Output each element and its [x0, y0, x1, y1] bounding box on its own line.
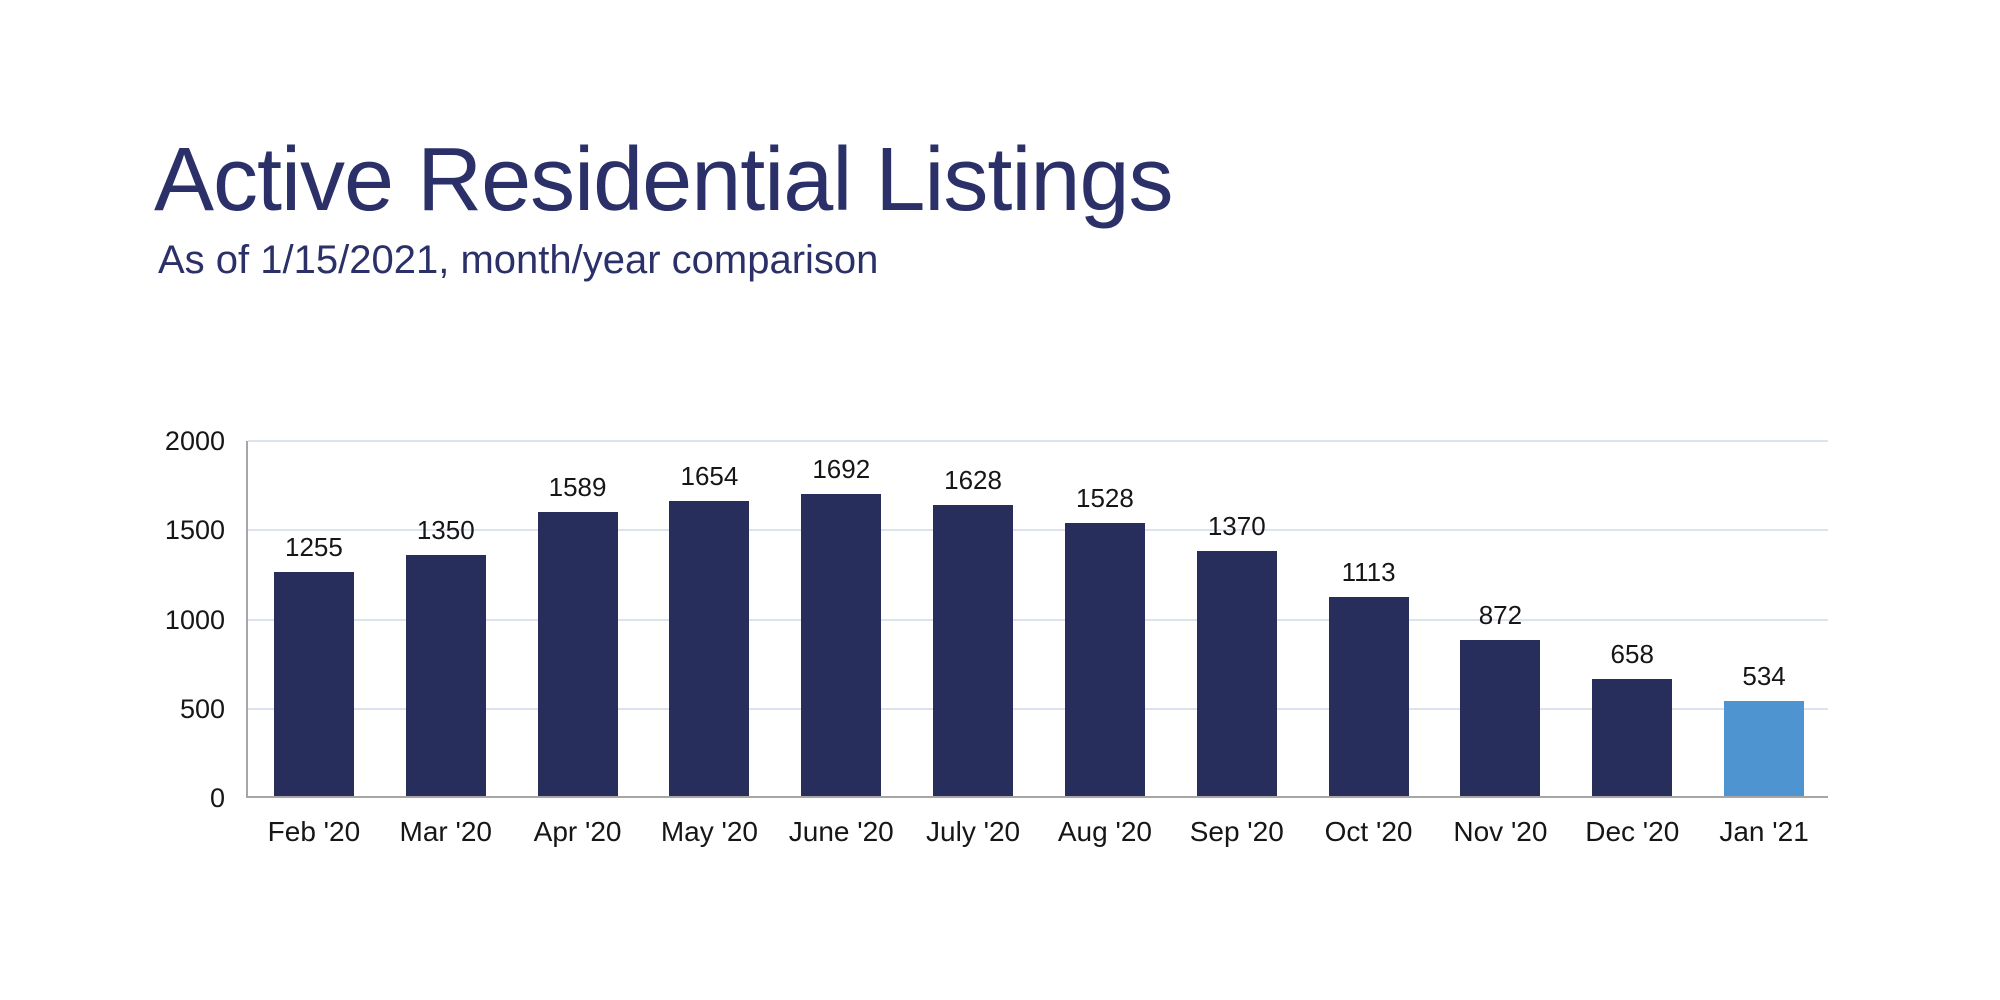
y-tick-label: 1000 [164, 604, 225, 635]
plot-area: 1255 Feb '20 1350 Mar '20 1589 Apr '20 1654 May… [246, 440, 1830, 846]
y-tick-label: 2000 [164, 426, 225, 456]
bar-slot: 1628 July '20 [907, 441, 1039, 845]
x-tick-label: Sep '20 [1189, 816, 1284, 847]
bar [801, 493, 882, 796]
gridline [248, 440, 1828, 442]
bar-slot: 1589 Apr '20 [512, 441, 644, 845]
page-subtitle: As of 1/15/2021, month/year comparison [158, 238, 879, 282]
x-tick-label: Nov '20 [1453, 816, 1548, 847]
bar-value-label: 658 [1610, 638, 1654, 669]
gridline [248, 707, 1828, 710]
bar [669, 500, 750, 796]
y-tick-label: 0 [209, 783, 225, 813]
bar-slot: 1255 Feb '20 [248, 441, 380, 846]
bar-slot: 1654 May '20 [644, 441, 776, 846]
bar [1196, 551, 1277, 796]
x-tick-label: Dec '20 [1585, 816, 1680, 847]
bar-slot: 1370 Sep '20 [1171, 441, 1303, 845]
bar-value-label: 1113 [1341, 557, 1396, 588]
bar-value-label: 872 [1478, 600, 1523, 631]
bar-value-label: 1350 [416, 515, 475, 546]
bar-slot: 1528 Aug '20 [1039, 441, 1171, 845]
bar-slot: 1113 Oct '20 [1303, 441, 1435, 845]
bar-value-label: 1692 [812, 453, 871, 484]
page-title: Active Residential Listings [154, 130, 1174, 230]
bar-value-label: 1528 [1075, 483, 1134, 514]
bar [1328, 597, 1409, 796]
bar-value-label: 1589 [548, 472, 607, 503]
bar [1592, 678, 1673, 796]
gridline [248, 529, 1828, 532]
x-tick-label: Oct '20 [1324, 816, 1413, 847]
bar [1460, 640, 1541, 796]
bar-value-label: 1654 [680, 460, 739, 491]
bar-value-label: 1628 [944, 465, 1002, 496]
gridline [248, 618, 1828, 621]
x-tick-label: Feb '20 [267, 816, 361, 847]
y-tick-label: 1500 [164, 515, 225, 546]
x-tick-label: Jan '21 [1719, 816, 1809, 847]
x-tick-label: Apr '20 [533, 816, 622, 847]
x-tick-label: Aug '20 [1057, 816, 1152, 847]
bar [273, 571, 354, 796]
bar [933, 505, 1014, 796]
bar-value-label: 1255 [284, 531, 343, 562]
bar-slot: 1350 Mar '20 [380, 441, 512, 845]
bar-slot: 534 Jan '21 [1698, 441, 1830, 846]
x-tick-label: June '20 [788, 816, 894, 847]
bar-slot: 1692 June '20 [775, 441, 907, 846]
bar [405, 555, 486, 796]
bar [1724, 700, 1805, 796]
y-tick-label: 500 [179, 693, 225, 724]
bar-value-label: 534 [1742, 660, 1786, 691]
x-tick-label: July '20 [926, 816, 1021, 847]
bar [1064, 523, 1145, 796]
bar-slot: 658 Dec '20 [1566, 441, 1698, 846]
x-tick-label: May '20 [660, 816, 758, 847]
bar-value-label: 1370 [1207, 511, 1266, 542]
x-tick-label: Mar '20 [399, 816, 493, 847]
bar-slot: 872 Nov '20 [1435, 441, 1567, 845]
bar [537, 512, 618, 796]
